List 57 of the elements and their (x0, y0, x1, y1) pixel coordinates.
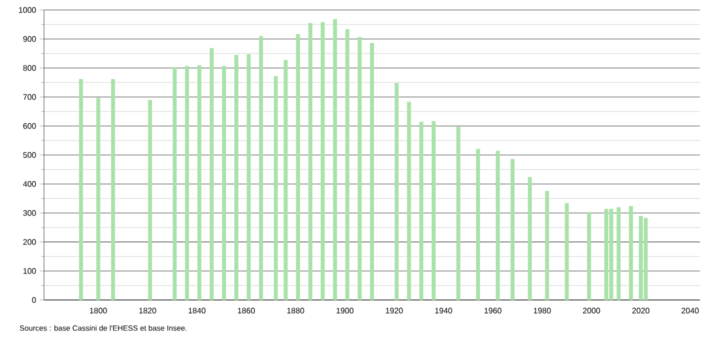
bar (616, 207, 621, 300)
y-tick-label: 200 (23, 239, 36, 245)
bar (172, 67, 177, 300)
bar (274, 76, 278, 300)
bar (333, 18, 337, 300)
x-tick-label: 1860 (238, 308, 255, 314)
x-tick-label: 1980 (534, 308, 551, 314)
bar (320, 22, 325, 300)
x-tick-label: 1960 (484, 308, 502, 314)
bar (234, 54, 238, 300)
bar (432, 121, 436, 300)
y-tick-label: 700 (23, 94, 36, 100)
y-tick-label: 900 (23, 36, 36, 42)
bar (510, 159, 515, 300)
bar (528, 177, 532, 300)
bar (210, 48, 214, 300)
bar (545, 190, 550, 300)
y-tick-label: 800 (23, 65, 36, 71)
bar (111, 79, 116, 300)
bar (358, 36, 362, 300)
x-tick-label: 1900 (336, 308, 354, 314)
y-tick-label: 600 (23, 123, 36, 129)
bar (407, 102, 411, 300)
y-tick-label: 400 (23, 181, 36, 187)
y-tick-label: 100 (23, 268, 36, 274)
bar (197, 65, 202, 300)
bar (419, 122, 424, 300)
bar (370, 43, 374, 300)
bar (259, 36, 263, 300)
x-tick-label: 1880 (287, 308, 304, 314)
bar (456, 126, 460, 300)
x-tick-label: 1840 (188, 308, 206, 314)
x-tick-label: 1820 (139, 308, 156, 314)
bar (148, 100, 152, 300)
y-tick-label: 300 (23, 210, 36, 216)
bar (308, 23, 312, 300)
bar (284, 60, 288, 300)
bar (587, 212, 591, 300)
x-tick-label: 2020 (632, 308, 650, 314)
bar (79, 79, 83, 300)
y-tick-label: 500 (23, 152, 36, 158)
x-tick-label: 1940 (435, 308, 452, 314)
bar (296, 34, 300, 300)
x-tick-label: 2000 (582, 308, 600, 314)
bar (476, 148, 480, 300)
bar (345, 29, 350, 300)
x-tick-label: 1800 (90, 308, 107, 314)
bar (246, 54, 251, 300)
bar (185, 66, 190, 300)
bar (394, 83, 399, 300)
x-tick-label: 2040 (682, 308, 699, 314)
bar (222, 66, 226, 300)
bar (628, 206, 633, 300)
bar (564, 203, 569, 300)
x-tick-label: 1920 (386, 308, 403, 314)
y-tick-label: 0 (32, 297, 36, 303)
y-tick-label: 1000 (19, 7, 36, 13)
